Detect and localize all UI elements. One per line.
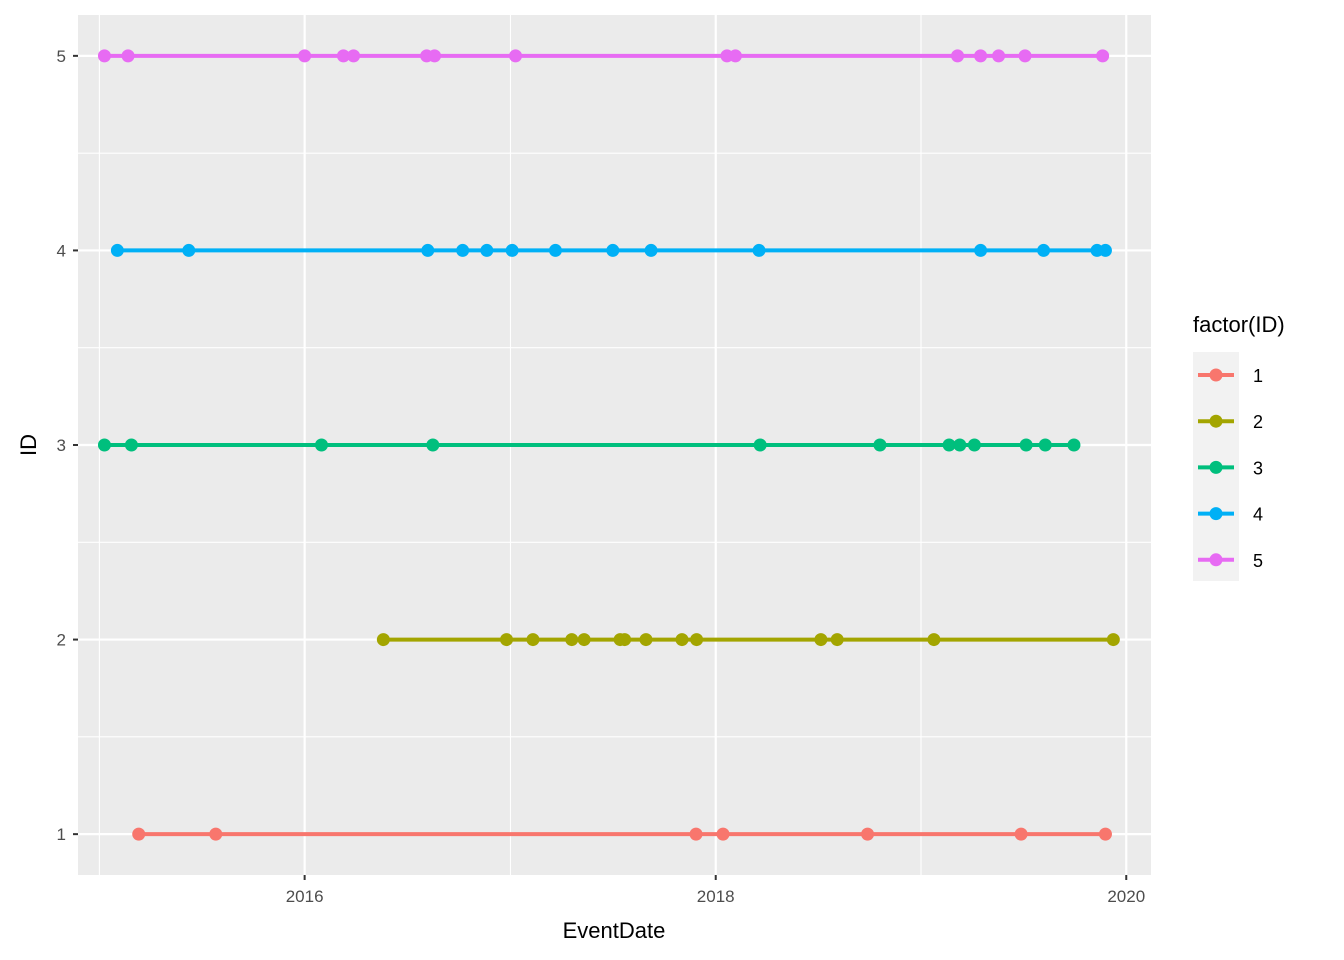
data-point bbox=[298, 49, 312, 63]
legend-key-point bbox=[1209, 553, 1223, 567]
data-point bbox=[426, 438, 440, 452]
data-point bbox=[951, 49, 965, 63]
x-axis-title: EventDate bbox=[563, 918, 666, 943]
legend-key-point bbox=[1209, 460, 1223, 474]
data-point bbox=[967, 438, 981, 452]
x-tick-label: 2020 bbox=[1107, 887, 1145, 906]
data-point bbox=[124, 438, 138, 452]
y-tick-label: 2 bbox=[57, 631, 66, 650]
data-point bbox=[565, 633, 579, 647]
legend-key-point bbox=[1209, 368, 1223, 382]
data-point bbox=[577, 633, 591, 647]
y-tick-label: 5 bbox=[57, 47, 66, 66]
data-point bbox=[421, 243, 435, 257]
data-point bbox=[675, 633, 689, 647]
data-point bbox=[814, 633, 828, 647]
data-point bbox=[480, 243, 494, 257]
data-point bbox=[974, 243, 988, 257]
data-point bbox=[618, 633, 632, 647]
data-point bbox=[830, 633, 844, 647]
legend-label: 4 bbox=[1253, 505, 1263, 525]
data-point bbox=[548, 243, 562, 257]
data-point bbox=[428, 49, 442, 63]
data-point bbox=[728, 49, 742, 63]
data-point bbox=[526, 633, 540, 647]
y-tick-label: 4 bbox=[57, 241, 66, 260]
data-point bbox=[927, 633, 941, 647]
data-point bbox=[347, 49, 361, 63]
x-tick-label: 2016 bbox=[286, 887, 324, 906]
data-point bbox=[942, 438, 956, 452]
data-point bbox=[639, 633, 653, 647]
data-point bbox=[132, 827, 146, 841]
data-point bbox=[500, 633, 514, 647]
legend-label: 3 bbox=[1253, 458, 1263, 478]
data-point bbox=[97, 49, 111, 63]
data-point bbox=[690, 633, 704, 647]
data-point bbox=[1037, 243, 1051, 257]
y-tick-label: 3 bbox=[57, 436, 66, 455]
legend-key-point bbox=[1209, 414, 1223, 428]
data-point bbox=[752, 243, 766, 257]
data-point bbox=[1038, 438, 1052, 452]
data-point bbox=[1106, 633, 1120, 647]
data-point bbox=[209, 827, 223, 841]
data-point bbox=[1018, 49, 1032, 63]
data-point bbox=[861, 827, 875, 841]
data-point bbox=[1096, 49, 1110, 63]
y-axis-title: ID bbox=[16, 434, 41, 456]
data-point bbox=[1098, 243, 1112, 257]
y-tick-label: 1 bbox=[57, 825, 66, 844]
axes-layer: 2016 2018 2020 1 2 3 4 5 bbox=[57, 47, 1146, 906]
data-point bbox=[873, 438, 887, 452]
legend-key-point bbox=[1209, 507, 1223, 521]
legend-label: 5 bbox=[1253, 551, 1263, 571]
data-point bbox=[1019, 438, 1033, 452]
legend-label: 1 bbox=[1253, 366, 1263, 386]
data-point bbox=[753, 438, 767, 452]
x-tick-label: 2018 bbox=[697, 887, 735, 906]
data-point bbox=[509, 49, 523, 63]
data-point bbox=[336, 49, 350, 63]
data-point bbox=[97, 438, 111, 452]
data-point bbox=[606, 243, 620, 257]
data-point bbox=[953, 438, 967, 452]
data-point bbox=[376, 633, 390, 647]
data-point bbox=[1098, 827, 1112, 841]
legend-label: 2 bbox=[1253, 412, 1263, 432]
data-point bbox=[644, 243, 658, 257]
data-point bbox=[716, 827, 730, 841]
series-layer bbox=[97, 49, 1120, 841]
data-point bbox=[505, 243, 519, 257]
legend-title: factor(ID) bbox=[1193, 312, 1285, 337]
data-point bbox=[974, 49, 988, 63]
data-point bbox=[121, 49, 135, 63]
data-point bbox=[456, 243, 470, 257]
data-point bbox=[992, 49, 1006, 63]
data-point bbox=[315, 438, 329, 452]
data-point bbox=[1014, 827, 1028, 841]
data-point bbox=[1067, 438, 1081, 452]
data-point bbox=[110, 243, 124, 257]
legend: factor(ID) 1 2 3 4 5 bbox=[1193, 312, 1285, 581]
data-point bbox=[689, 827, 703, 841]
data-point bbox=[182, 243, 196, 257]
